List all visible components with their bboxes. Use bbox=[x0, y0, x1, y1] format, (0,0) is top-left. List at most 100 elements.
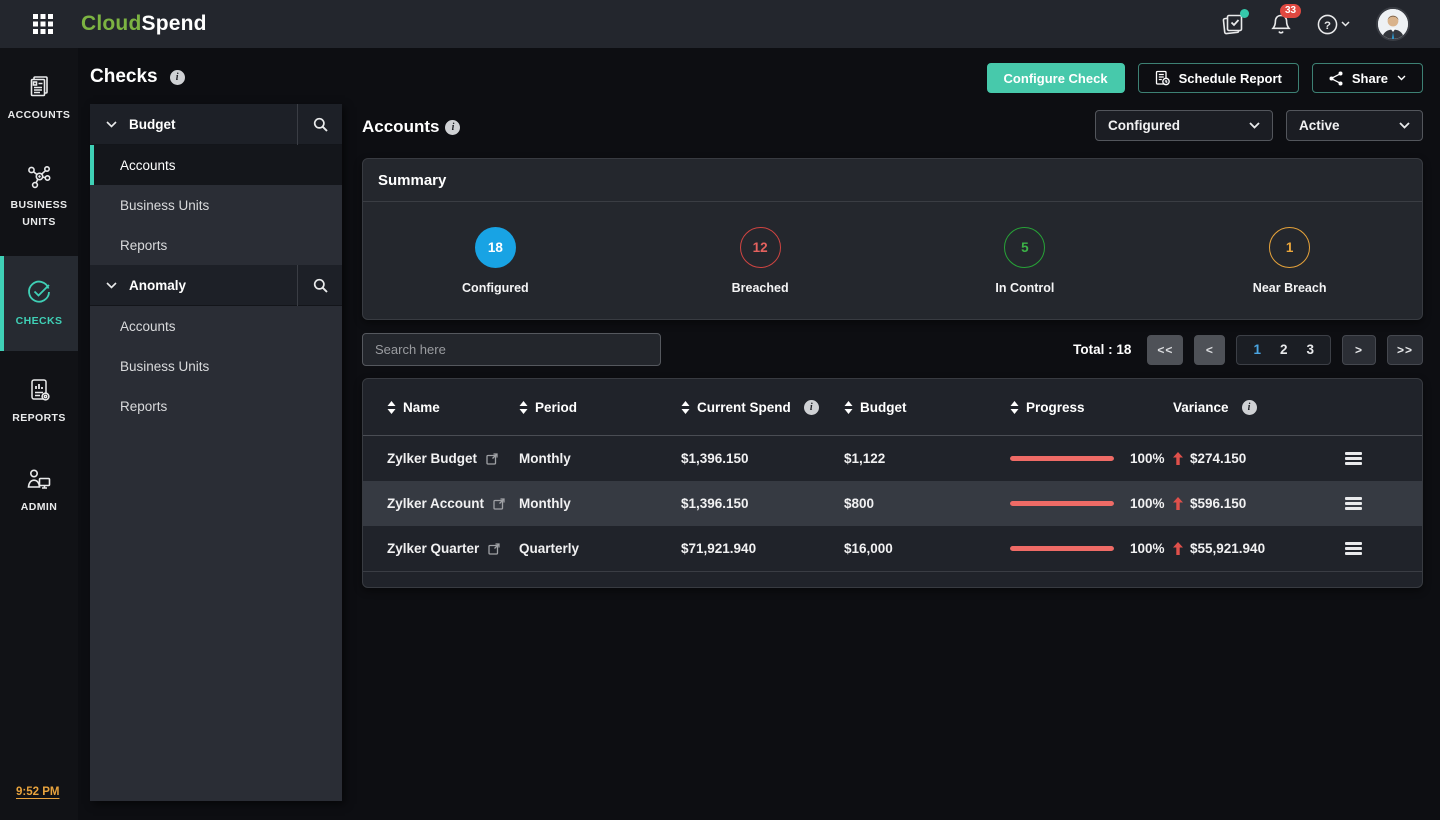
progress-cell: 100% bbox=[1010, 496, 1173, 511]
configure-check-button[interactable]: Configure Check bbox=[986, 63, 1125, 93]
sidebar-item-accounts[interactable]: ACCOUNTS bbox=[0, 60, 78, 137]
panel-item-anomaly-business-units[interactable]: Business Units bbox=[120, 358, 210, 374]
table-row[interactable]: Zylker Quarter Quarterly $71,921.940 $16… bbox=[363, 526, 1422, 571]
sidebar-item-reports[interactable]: REPORTS bbox=[0, 363, 78, 440]
filter-dropdowns: Configured Active bbox=[1095, 110, 1423, 141]
progress-cell: 100% bbox=[1010, 451, 1173, 466]
tasks-status-dot bbox=[1240, 9, 1249, 18]
help-icon[interactable]: ? bbox=[1317, 14, 1350, 35]
share-chevron-down-icon bbox=[1397, 75, 1406, 81]
external-link-icon bbox=[488, 542, 500, 555]
row-name-link[interactable]: Zylker Quarter bbox=[387, 541, 480, 556]
variance-info-icon[interactable] bbox=[1241, 399, 1257, 415]
table-row[interactable]: Zylker Account Monthly $1,396.150 $800 1… bbox=[363, 481, 1422, 526]
stat-in-control: 5 In Control bbox=[893, 227, 1158, 295]
row-menu-icon[interactable] bbox=[1345, 542, 1362, 555]
column-header-variance[interactable]: Variance bbox=[1173, 399, 1345, 415]
checks-panel-title: Checks bbox=[90, 66, 185, 88]
variance-cell: $55,921.940 bbox=[1173, 541, 1345, 556]
notifications-bell-icon[interactable]: 33 bbox=[1271, 4, 1302, 35]
primary-sidebar: ACCOUNTS BUSINESS UNITS CHECKS REPO bbox=[0, 48, 78, 820]
sort-icon bbox=[681, 400, 690, 414]
column-header-name[interactable]: Name bbox=[387, 400, 519, 415]
variance-cell: $274.150 bbox=[1173, 451, 1345, 466]
active-filter-dropdown[interactable]: Active bbox=[1286, 110, 1423, 141]
sidebar-item-admin[interactable]: ADMIN bbox=[0, 452, 78, 529]
pagination-prev-button[interactable]: < bbox=[1194, 334, 1226, 365]
page-1[interactable]: 1 bbox=[1253, 342, 1261, 357]
checks-table: Name Period Current Spend Budget Progres… bbox=[362, 378, 1423, 588]
column-header-period[interactable]: Period bbox=[519, 400, 681, 415]
panel-item-budget-accounts[interactable]: Accounts bbox=[90, 145, 342, 185]
section-header-anomaly[interactable]: Anomaly bbox=[90, 264, 342, 306]
section-header-budget[interactable]: Budget bbox=[90, 103, 342, 145]
table-footer bbox=[363, 571, 1422, 587]
table-header-row: Name Period Current Spend Budget Progres… bbox=[363, 379, 1422, 436]
stat-configured: 18 Configured bbox=[363, 227, 628, 295]
reports-doc-gear-icon bbox=[31, 379, 50, 401]
stat-near-breach-count[interactable]: 1 bbox=[1269, 227, 1311, 268]
stat-near-breach: 1 Near Breach bbox=[1157, 227, 1422, 295]
row-menu-icon[interactable] bbox=[1345, 452, 1362, 465]
row-name-link[interactable]: Zylker Budget bbox=[387, 451, 478, 466]
app-grid-icon[interactable] bbox=[33, 14, 53, 34]
row-menu-icon[interactable] bbox=[1345, 497, 1362, 510]
panel-item-budget-business-units[interactable]: Business Units bbox=[120, 197, 210, 213]
external-link-icon bbox=[493, 497, 505, 510]
logo-cloud: Cloud bbox=[81, 12, 142, 35]
stat-breached: 12 Breached bbox=[628, 227, 893, 295]
stat-configured-count[interactable]: 18 bbox=[474, 227, 516, 268]
pagination-last-button[interactable]: >> bbox=[1386, 334, 1423, 365]
tasks-icon[interactable] bbox=[1221, 9, 1249, 36]
chevron-down-icon bbox=[1249, 122, 1260, 129]
summary-card: Summary 18 Configured 12 Breached 5 In C… bbox=[362, 158, 1423, 320]
help-chevron-down-icon bbox=[1341, 21, 1350, 27]
business-units-network-icon bbox=[27, 166, 50, 189]
column-header-progress[interactable]: Progress bbox=[1010, 400, 1173, 415]
progress-bar bbox=[1010, 501, 1114, 506]
pagination-first-button[interactable]: << bbox=[1147, 334, 1184, 365]
checks-secondary-panel: Budget Accounts Business Units Reports A… bbox=[90, 103, 342, 801]
variance-up-arrow-icon bbox=[1173, 452, 1183, 465]
column-header-budget[interactable]: Budget bbox=[844, 400, 1010, 415]
search-input[interactable] bbox=[362, 333, 661, 366]
variance-up-arrow-icon bbox=[1173, 497, 1183, 510]
sidebar-item-checks[interactable]: CHECKS bbox=[0, 255, 78, 352]
chevron-down-icon bbox=[106, 120, 117, 128]
page-2[interactable]: 2 bbox=[1279, 342, 1288, 357]
checks-info-icon[interactable] bbox=[169, 69, 185, 85]
pagination-next-button[interactable]: > bbox=[1341, 334, 1376, 365]
total-count-label: Total : 18 bbox=[1073, 342, 1132, 357]
panel-item-anomaly-accounts[interactable]: Accounts bbox=[120, 318, 176, 334]
topbar: CloudSpend 33 ? bbox=[0, 0, 1440, 48]
panel-item-budget-reports[interactable]: Reports bbox=[120, 237, 168, 253]
configured-filter-dropdown[interactable]: Configured bbox=[1095, 110, 1273, 141]
header-actions: Configure Check Schedule Report Share bbox=[986, 63, 1423, 93]
share-button[interactable]: Share bbox=[1311, 63, 1423, 93]
local-time-link[interactable]: 9:52 PM bbox=[16, 786, 60, 798]
current-spend-info-icon[interactable] bbox=[803, 399, 819, 415]
external-link-icon bbox=[486, 452, 498, 465]
sort-icon bbox=[519, 400, 528, 414]
stat-in-control-count[interactable]: 5 bbox=[1004, 227, 1046, 268]
sidebar-item-business-units[interactable]: BUSINESS UNITS bbox=[0, 149, 78, 244]
schedule-report-icon bbox=[1155, 70, 1170, 86]
row-name-link[interactable]: Zylker Account bbox=[387, 496, 485, 511]
budget-search-icon[interactable] bbox=[298, 104, 342, 145]
user-avatar[interactable] bbox=[1376, 7, 1410, 41]
schedule-report-button[interactable]: Schedule Report bbox=[1137, 63, 1299, 93]
chevron-down-icon bbox=[1399, 122, 1410, 129]
accounts-info-icon[interactable] bbox=[445, 119, 461, 135]
anomaly-search-icon[interactable] bbox=[298, 265, 342, 306]
stat-breached-count[interactable]: 12 bbox=[739, 227, 781, 268]
panel-item-anomaly-reports[interactable]: Reports bbox=[120, 398, 168, 414]
admin-user-monitor-icon bbox=[27, 469, 51, 490]
pagination: Total : 18 << < 1 2 3 > >> bbox=[1073, 334, 1423, 365]
logo-spend: Spend bbox=[141, 12, 207, 35]
page-3[interactable]: 3 bbox=[1306, 342, 1314, 357]
table-row[interactable]: Zylker Budget Monthly $1,396.150 $1,122 … bbox=[363, 436, 1422, 481]
checks-circle-check-icon bbox=[28, 280, 50, 303]
cloudspend-logo[interactable]: CloudSpend bbox=[81, 12, 207, 36]
table-toolbar: Total : 18 << < 1 2 3 > >> bbox=[362, 333, 1423, 366]
column-header-current-spend[interactable]: Current Spend bbox=[681, 399, 844, 415]
